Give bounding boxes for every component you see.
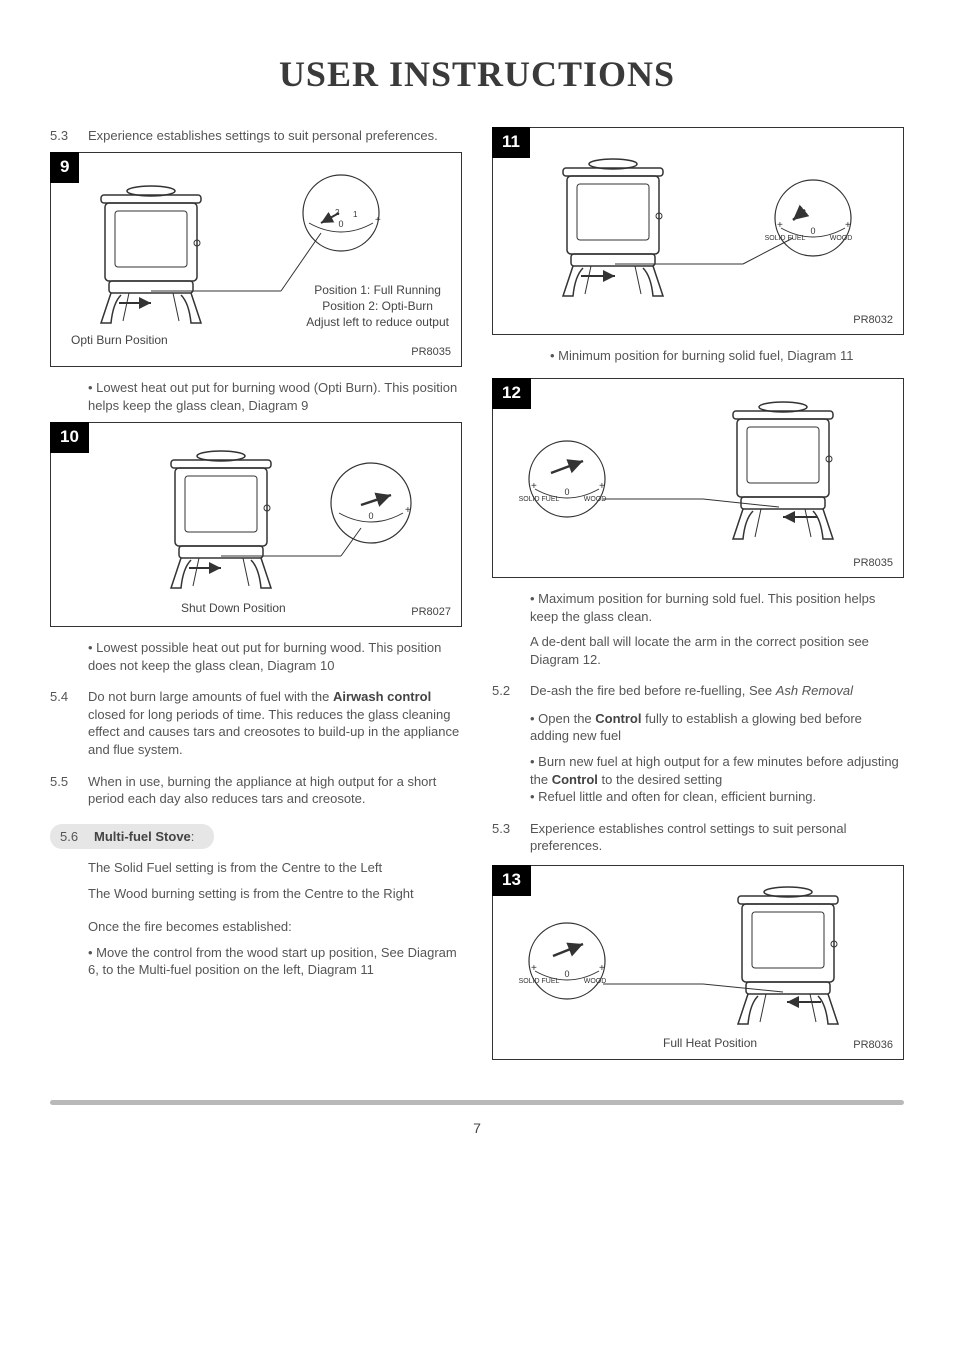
figure-9-label: Opti Burn Position	[71, 332, 168, 348]
figure-badge: 11	[492, 127, 530, 158]
para-text: Experience establishes settings to suit …	[88, 127, 462, 145]
figure-13-svg	[503, 876, 893, 1051]
text-bold: Multi-fuel Stove	[94, 829, 191, 844]
figure-9-caption: Position 1: Full Running Position 2: Opt…	[306, 283, 449, 330]
p56-line2: The Wood burning setting is from the Cen…	[50, 885, 462, 903]
page-title: USER INSTRUCTIONS	[50, 50, 904, 99]
p52-b3: • Refuel little and often for clean, eff…	[492, 788, 904, 806]
left-column: 5.3 Experience establishes settings to s…	[50, 127, 462, 1072]
para-num: 5.2	[492, 682, 530, 700]
para-text: Do not burn large amounts of fuel with t…	[88, 688, 462, 758]
text-bold: Airwash control	[333, 689, 431, 704]
caption-line: Position 2: Opti-Burn	[306, 299, 449, 315]
para-text: De-ash the fire bed before re-fuelling, …	[530, 682, 904, 700]
bullet-10: • Lowest possible heat out put for burni…	[50, 639, 462, 674]
text-part: closed for long periods of time. This re…	[88, 707, 459, 757]
para-num: 5.4	[50, 688, 88, 758]
figure-ref: PR8036	[853, 1038, 893, 1053]
content-columns: 5.3 Experience establishes settings to s…	[50, 127, 904, 1072]
figure-ref: PR8032	[853, 313, 893, 328]
svg-text:+: +	[405, 505, 411, 516]
figure-11: 11 PR8032	[492, 127, 904, 335]
figure-13-label: Full Heat Position	[663, 1035, 757, 1051]
figure-10: 10 0 + Shut Down Position PR8027	[50, 422, 462, 627]
right-column: 11 PR8032 • Minimum position for burning…	[492, 127, 904, 1072]
figure-ref: PR8035	[411, 345, 451, 360]
figure-ref: PR8027	[411, 605, 451, 620]
para-5-3: 5.3 Experience establishes settings to s…	[50, 127, 462, 145]
highlight-row: 5.6 Multi-fuel Stove:	[50, 824, 214, 850]
figure-badge: 12	[492, 378, 531, 409]
para-text: Experience establishes control settings …	[530, 820, 904, 855]
text-part: :	[191, 829, 195, 844]
para-num: 5.5	[50, 773, 88, 808]
para-5-4: 5.4 Do not burn large amounts of fuel wi…	[50, 688, 462, 758]
bullet-11: • Minimum position for burning solid fue…	[492, 347, 904, 365]
text-italic: Ash Removal	[776, 683, 853, 698]
para-num: 5.3	[50, 127, 88, 145]
bullet-12b: A de-dent ball will locate the arm in th…	[492, 633, 904, 668]
svg-text:0: 0	[368, 511, 373, 521]
footer-rule	[50, 1100, 904, 1105]
p56-line3: Once the fire becomes established:	[50, 918, 462, 936]
caption-line: Adjust left to reduce output	[306, 315, 449, 331]
text-part: • Open the	[530, 711, 595, 726]
text-bold: Control	[552, 772, 598, 787]
figure-badge: 10	[50, 422, 89, 453]
figure-badge: 13	[492, 865, 531, 896]
figure-10-label: Shut Down Position	[181, 600, 286, 616]
figure-13: 13 Full Heat Position PR8036	[492, 865, 904, 1060]
p56-bullet: • Move the control from the wood start u…	[50, 944, 462, 979]
figure-9: 9 Position 1: Full Running Position 2: O…	[50, 152, 462, 367]
figure-12-svg	[503, 389, 893, 569]
para-text: When in use, burning the appliance at hi…	[88, 773, 462, 808]
figure-ref: PR8035	[853, 556, 893, 571]
figure-badge: 9	[50, 152, 79, 183]
page-number: 7	[50, 1119, 904, 1138]
caption-line: Position 1: Full Running	[306, 283, 449, 299]
p52-b1: • Open the Control fully to establish a …	[492, 710, 904, 745]
bullet-9: • Lowest heat out put for burning wood (…	[50, 379, 462, 414]
figure-12: 12 PR8035	[492, 378, 904, 578]
bullet-12a: • Maximum position for burning sold fuel…	[492, 590, 904, 625]
text-part: De-ash the fire bed before re-fuelling, …	[530, 683, 776, 698]
p56-line1: The Solid Fuel setting is from the Centr…	[50, 859, 462, 877]
text-bold: Control	[595, 711, 641, 726]
para-5-3r: 5.3 Experience establishes control setti…	[492, 820, 904, 855]
text-part: to the desired setting	[598, 772, 722, 787]
figure-10-svg: 0 +	[61, 433, 451, 613]
para-5-5: 5.5 When in use, burning the appliance a…	[50, 773, 462, 808]
para-num: 5.3	[492, 820, 530, 855]
para-num: 5.6	[50, 828, 94, 846]
text-part: Do not burn large amounts of fuel with t…	[88, 689, 333, 704]
figure-11-svg	[503, 138, 893, 323]
para-text: Multi-fuel Stove:	[94, 828, 194, 846]
p52-b2: • Burn new fuel at high output for a few…	[492, 753, 904, 788]
para-5-2: 5.2 De-ash the fire bed before re-fuelli…	[492, 682, 904, 700]
